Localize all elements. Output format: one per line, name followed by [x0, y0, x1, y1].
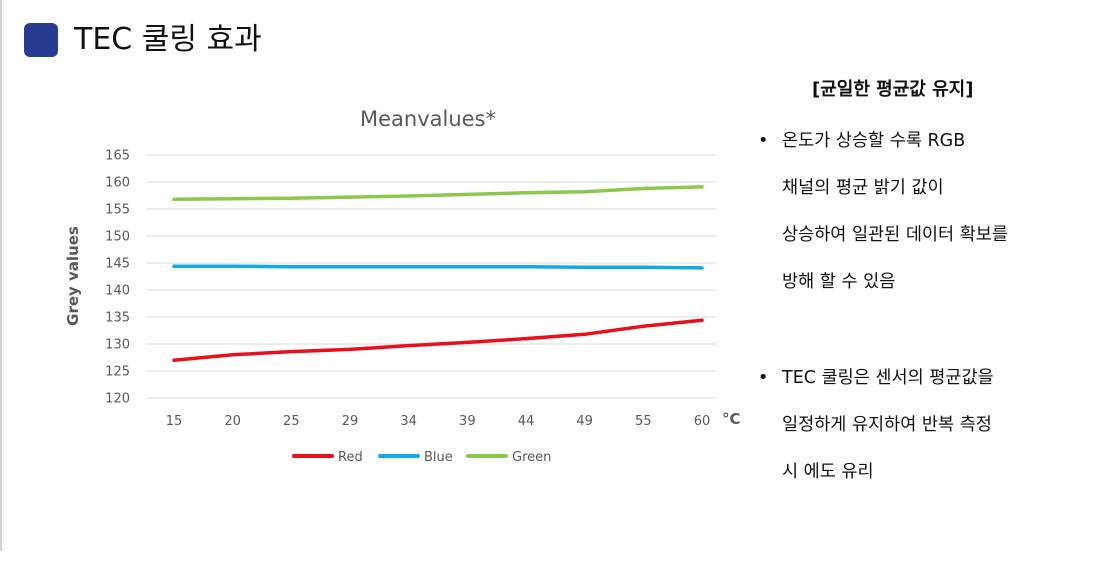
- y-tick-label: 140: [105, 284, 130, 299]
- data-point-green: [407, 194, 411, 198]
- x-tick-label: 20: [224, 414, 241, 429]
- x-tick-label: 29: [342, 414, 359, 429]
- x-axis-unit: °C: [722, 410, 741, 428]
- bullet-marker: •: [758, 368, 769, 388]
- data-point-red: [583, 332, 587, 336]
- y-tick-label: 160: [105, 176, 130, 191]
- series-line-blue: [172, 264, 704, 270]
- data-point-blue: [641, 265, 645, 269]
- y-tick-label: 155: [105, 203, 130, 218]
- data-point-blue: [524, 265, 528, 269]
- x-tick-label: 39: [459, 414, 476, 429]
- x-tick-label: 60: [694, 414, 711, 429]
- x-axis-ticks: 15 20 25 29 34 39 44 49 55 60: [166, 414, 711, 429]
- data-point-red: [641, 324, 645, 328]
- data-point-green: [641, 186, 645, 191]
- legend-label-red: Red: [338, 450, 363, 465]
- y-tick-label: 135: [105, 311, 130, 326]
- x-tick-label: 55: [635, 414, 652, 429]
- y-tick-label: 120: [105, 392, 130, 407]
- data-point-blue: [289, 265, 293, 269]
- data-point-green: [289, 196, 293, 200]
- page-title: TEC 쿨링 효과: [74, 22, 262, 57]
- data-point-green: [524, 191, 528, 195]
- data-point-blue: [583, 265, 587, 269]
- chart-title: Meanvalues*: [360, 107, 496, 131]
- data-point-green: [348, 195, 352, 199]
- data-point-red: [465, 340, 469, 344]
- data-point-red: [172, 358, 176, 362]
- data-point-red: [348, 347, 352, 351]
- data-point-blue: [172, 264, 176, 268]
- bullet-text-line: 방해 할 수 있음: [782, 272, 896, 292]
- data-point-green: [465, 192, 469, 197]
- title-bullet-square: [24, 23, 58, 57]
- x-tick-label: 25: [283, 414, 300, 429]
- legend-label-blue: Blue: [424, 450, 453, 465]
- meanvalues-chart: Meanvalues* 1201251301351401451501551601…: [64, 107, 741, 465]
- data-point-green: [172, 197, 176, 201]
- y-tick-label: 145: [105, 257, 130, 272]
- y-axis-title: Grey values: [64, 226, 82, 326]
- x-tick-label: 49: [576, 414, 593, 429]
- data-point-red: [231, 353, 235, 357]
- bullet-text-line: 일정하게 유지하여 반복 측정: [782, 415, 992, 435]
- legend-label-green: Green: [512, 450, 551, 465]
- data-point-red: [700, 318, 704, 322]
- y-axis-ticks: 120 125 130 135 140 145 150 155 160 165: [105, 149, 130, 407]
- chart-series: [172, 185, 704, 362]
- y-tick-label: 165: [105, 149, 130, 164]
- bullet-tec-cooling-benefit: • TEC 쿨링은 센서의 평균값을 일정하게 유지하여 반복 측정 시 에도 …: [758, 355, 1088, 496]
- x-tick-label: 34: [400, 414, 417, 429]
- data-point-blue: [348, 265, 352, 269]
- data-point-red: [407, 344, 411, 348]
- y-tick-label: 125: [105, 365, 130, 380]
- bullet-marker: •: [758, 131, 769, 151]
- data-point-blue: [407, 265, 411, 269]
- summary-heading: [균일한 평균값 유지]: [812, 79, 974, 100]
- data-point-green: [583, 190, 587, 194]
- bullet-text-line: 상승하여 일관된 데이터 확보를: [782, 225, 1008, 245]
- bullet-text-line: 채널의 평균 밝기 값이: [782, 178, 944, 198]
- chart-gridlines: [146, 154, 716, 399]
- data-point-green: [700, 185, 704, 189]
- data-point-red: [524, 337, 528, 341]
- bullet-text-line: 시 에도 유리: [782, 462, 874, 482]
- bullet-temperature-effect: • 온도가 상승할 수록 RGB 채널의 평균 밝기 값이 상승하여 일관된 데…: [758, 118, 1088, 306]
- data-point-blue: [231, 264, 235, 268]
- series-line-green: [172, 185, 704, 202]
- data-point-blue: [700, 266, 704, 270]
- bullet-text-line: 온도가 상승할 수록 RGB: [782, 131, 966, 151]
- y-tick-label: 150: [105, 230, 130, 245]
- x-tick-label: 15: [166, 414, 183, 429]
- data-point-red: [289, 349, 293, 354]
- data-point-blue: [465, 265, 469, 269]
- bullet-text-line: TEC 쿨링은 센서의 평균값을: [782, 368, 994, 388]
- x-tick-label: 44: [518, 414, 535, 429]
- y-tick-label: 130: [105, 338, 130, 353]
- data-point-green: [231, 197, 235, 201]
- chart-legend: Red Blue Green: [292, 450, 551, 465]
- left-border-line: [0, 0, 2, 551]
- series-line-red: [172, 318, 704, 362]
